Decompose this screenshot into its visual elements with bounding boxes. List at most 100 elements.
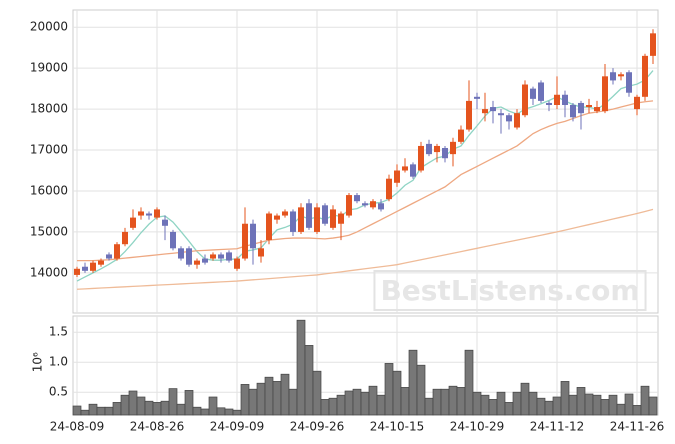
y-tick-label: 16000 (30, 183, 68, 197)
volume-bar (632, 405, 642, 416)
candle-body (410, 164, 416, 177)
y-tick-label: 15000 (30, 224, 68, 238)
y-tick-label: 0.5 (49, 385, 68, 399)
candle-body (634, 96, 640, 110)
y-tick-label: 20000 (30, 20, 68, 34)
moving-average-line (77, 100, 654, 262)
candle-body (386, 178, 392, 200)
volume-bar (496, 391, 506, 416)
volume-bar (96, 406, 106, 416)
y-tick-label: 14000 (30, 265, 68, 279)
volume-bar (584, 393, 594, 416)
volume-bar (128, 390, 138, 416)
x-tick-label: 24-08-09 (50, 420, 104, 434)
candle-body (402, 166, 408, 171)
candle-body (306, 203, 312, 228)
volume-bar (216, 407, 226, 416)
watermark-box (373, 270, 647, 311)
volume-bar (480, 394, 490, 416)
volume-bar (280, 373, 290, 416)
candle-body (602, 76, 608, 112)
candle-body (314, 207, 320, 232)
volume-bar (336, 394, 346, 416)
y-tick-label: 18000 (30, 102, 68, 116)
volume-bar (344, 390, 354, 416)
volume-bar (576, 387, 586, 416)
volume-bar (512, 391, 522, 416)
volume-bar (448, 385, 458, 416)
volume-bar (360, 391, 370, 416)
candle-body (442, 147, 448, 159)
candle-body (122, 231, 128, 245)
candle-body (82, 266, 88, 271)
volume-bar (416, 364, 426, 416)
volume-bar (232, 409, 242, 416)
x-tick-label: 24-09-09 (210, 420, 264, 434)
volume-bar (208, 396, 218, 416)
candle-body (506, 115, 512, 122)
volume-bar (304, 345, 314, 416)
candle-body (418, 145, 424, 171)
candle-body (426, 143, 432, 155)
volume-bar (312, 370, 322, 416)
volume-bar (320, 399, 330, 416)
candle-body (146, 213, 152, 216)
candle-body (570, 104, 576, 118)
candle-body (74, 268, 80, 275)
volume-bar (240, 384, 250, 416)
y-tick-label: 1.0 (49, 355, 68, 369)
volume-bar (352, 388, 362, 416)
candle-body (162, 219, 168, 226)
candle-body (618, 74, 624, 77)
volume-bar (400, 387, 410, 416)
candle-body (290, 211, 296, 232)
offset-label: 10⁶ (31, 352, 45, 372)
x-tick-label: 24-10-29 (450, 420, 504, 434)
x-tick-label: 24-09-26 (290, 420, 344, 434)
candle-body (586, 104, 592, 108)
volume-bar (544, 400, 554, 416)
candle-body (218, 254, 224, 259)
volume-bar (608, 394, 618, 416)
candle-body (114, 244, 120, 259)
candle-body (234, 258, 240, 269)
candle-body (610, 72, 616, 81)
volume-bar (464, 349, 474, 416)
volume-bar (112, 402, 122, 416)
candle-body (258, 248, 264, 257)
candle-body (154, 209, 160, 218)
volume-bar (152, 402, 162, 416)
volume-bar (376, 394, 386, 416)
volume-bar (256, 382, 266, 416)
moving-average-line (76, 208, 654, 290)
candle-body (578, 102, 584, 114)
candle-body (370, 201, 376, 208)
candle-body (330, 209, 336, 228)
candle-body (274, 215, 280, 220)
candle-body (650, 33, 656, 56)
candle-body (538, 82, 544, 101)
y-tick-label: 1.5 (49, 325, 68, 339)
volume-bar (368, 385, 378, 416)
candle-body (626, 72, 632, 93)
plot-area (72, 9, 659, 314)
volume-bar (328, 397, 338, 416)
candle-body (346, 195, 352, 216)
volume-bar (136, 396, 146, 416)
volume-bar (80, 409, 90, 416)
volume-bar (536, 397, 546, 416)
volume-bar (72, 405, 82, 416)
volume-bar (424, 397, 434, 416)
candle-body (250, 223, 256, 249)
candle-body (202, 258, 208, 263)
volume-bar (592, 394, 602, 416)
volume-bar (552, 396, 562, 416)
candle-body (106, 254, 112, 259)
volume-bar (560, 381, 570, 416)
x-tick-label: 24-08-26 (130, 420, 184, 434)
volume-bar (168, 388, 178, 416)
candle-body (266, 213, 272, 241)
candle-body (466, 100, 472, 130)
candle-body (210, 254, 216, 259)
candle-body (242, 223, 248, 259)
